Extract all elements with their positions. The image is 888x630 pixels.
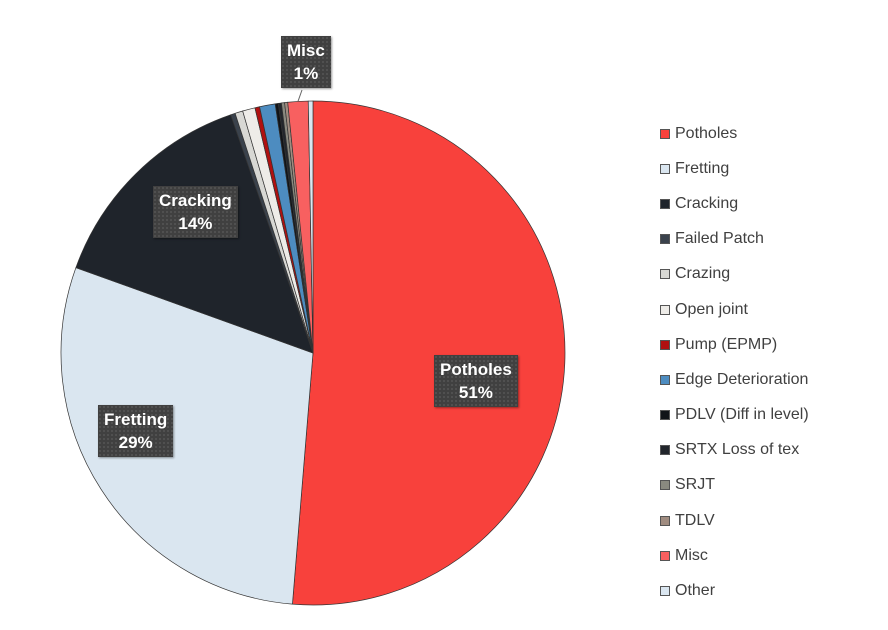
legend-item: PDLV (Diff in level) xyxy=(660,398,809,433)
legend-item: Other xyxy=(660,573,809,608)
legend-item: Potholes xyxy=(660,116,809,151)
legend-item: Misc xyxy=(660,538,809,573)
legend-label: Cracking xyxy=(675,194,739,212)
legend-swatch xyxy=(660,163,670,174)
legend-item: Open joint xyxy=(660,292,809,327)
legend-swatch xyxy=(660,234,670,245)
data-label-name: Potholes xyxy=(440,360,512,379)
legend-swatch xyxy=(660,586,670,597)
data-label-name: Cracking xyxy=(159,191,232,210)
legend-item: Crazing xyxy=(660,257,809,292)
legend-swatch xyxy=(660,374,670,385)
data-label-pct: 51% xyxy=(458,383,493,402)
data-label-pct: 1% xyxy=(293,64,319,83)
legend-swatch xyxy=(660,339,670,350)
legend-label: Open joint xyxy=(675,300,748,318)
legend-item: Failed Patch xyxy=(660,222,809,257)
data-label-name: Misc xyxy=(287,41,325,60)
data-label-pct: 14% xyxy=(178,214,213,233)
data-label-misc: Misc 1% xyxy=(281,36,331,88)
legend: Potholes Fretting Cracking Failed Patch Craz… xyxy=(660,116,809,609)
legend-item: Edge Deterioration xyxy=(660,362,809,397)
legend-label: Pump (EPMP) xyxy=(675,335,778,353)
data-label-fretting: Fretting 29% xyxy=(98,405,174,457)
legend-swatch xyxy=(660,480,670,491)
legend-item: SRJT xyxy=(660,468,809,503)
legend-label: SRTX Loss of tex xyxy=(675,441,800,459)
legend-item: Cracking xyxy=(660,186,809,221)
legend-swatch xyxy=(660,410,670,421)
legend-item: TDLV xyxy=(660,503,809,538)
legend-label: Edge Deterioration xyxy=(675,370,809,388)
legend-label: Misc xyxy=(675,546,708,564)
legend-label: TDLV xyxy=(675,511,715,529)
legend-label: Failed Patch xyxy=(675,230,764,248)
legend-label: PDLV (Diff in level) xyxy=(675,406,809,424)
legend-item: Pump (EPMP) xyxy=(660,327,809,362)
legend-swatch xyxy=(660,304,670,315)
legend-item: Fretting xyxy=(660,151,809,186)
legend-swatch xyxy=(660,128,670,139)
pie-slice-other xyxy=(307,100,314,354)
legend-item: SRTX Loss of tex xyxy=(660,433,809,468)
legend-swatch xyxy=(660,515,670,526)
data-label-name: Fretting xyxy=(104,410,168,429)
legend-label: Crazing xyxy=(675,265,731,283)
legend-swatch xyxy=(660,269,670,280)
data-label-potholes: Potholes 51% xyxy=(434,355,518,407)
legend-label: SRJT xyxy=(675,476,715,494)
legend-label: Other xyxy=(675,582,716,600)
data-label-cracking: Cracking 14% xyxy=(153,186,238,238)
pie-slice-potholes xyxy=(292,100,566,606)
pie-slice-fretting xyxy=(60,267,314,605)
legend-swatch xyxy=(660,550,670,561)
legend-label: Fretting xyxy=(675,159,730,177)
leader-line-misc xyxy=(297,89,303,102)
legend-swatch xyxy=(660,198,670,209)
legend-swatch xyxy=(660,445,670,456)
data-label-pct: 29% xyxy=(118,433,153,452)
legend-label: Potholes xyxy=(675,124,738,142)
